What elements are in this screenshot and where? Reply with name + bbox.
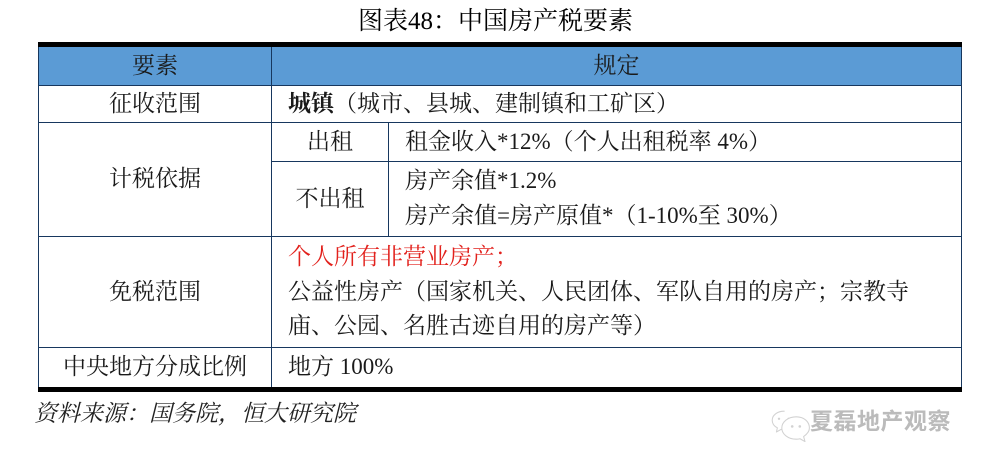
svg-text:夏磊地产观察: 夏磊地产观察 (810, 408, 951, 434)
